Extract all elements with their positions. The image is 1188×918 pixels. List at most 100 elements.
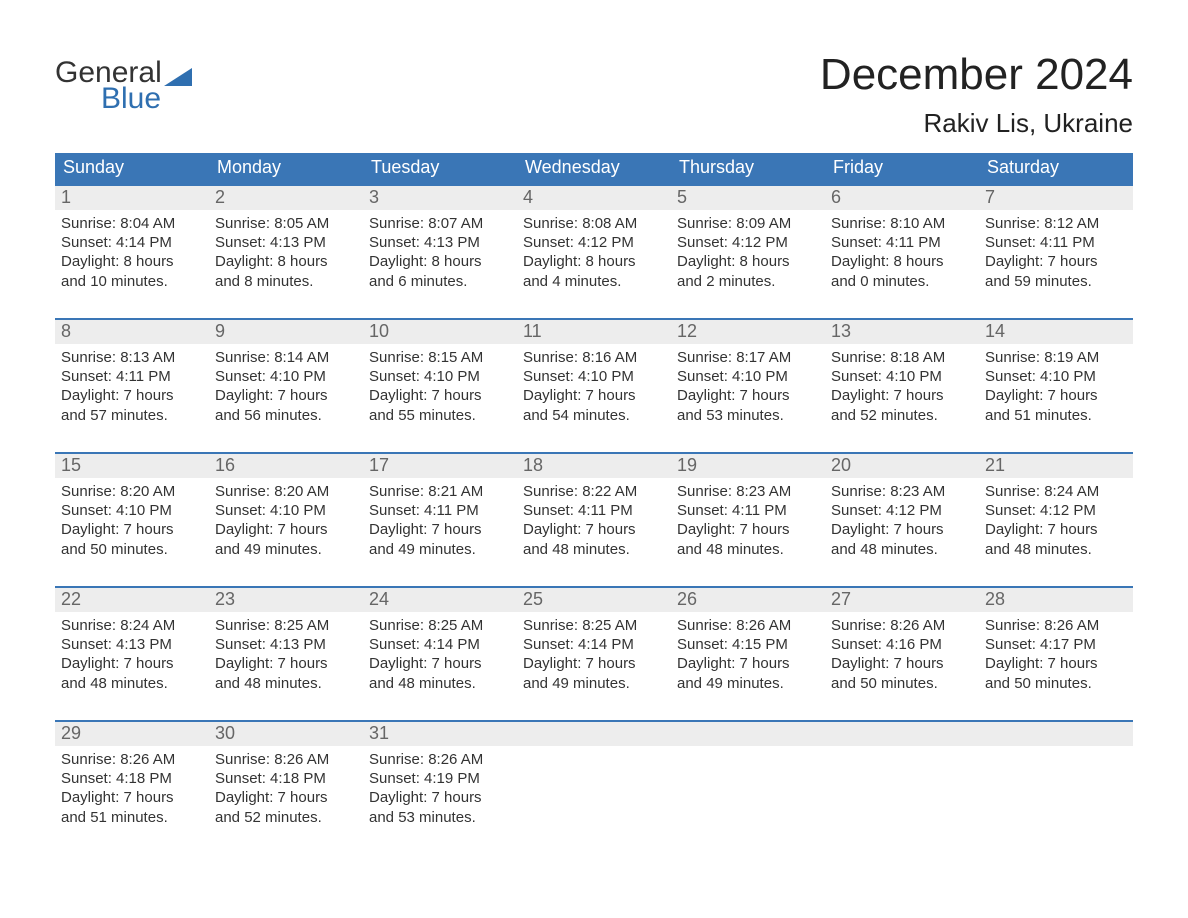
sunset-text: Sunset: 4:13 PM	[61, 635, 203, 654]
location-label: Rakiv Lis, Ukraine	[820, 108, 1133, 139]
daylight-line2: and 49 minutes.	[677, 674, 819, 693]
daylight-line2: and 48 minutes.	[215, 674, 357, 693]
day-cell: 22Sunrise: 8:24 AMSunset: 4:13 PMDayligh…	[55, 588, 209, 706]
daylight-line2: and 49 minutes.	[369, 540, 511, 559]
day-body: Sunrise: 8:25 AMSunset: 4:14 PMDaylight:…	[363, 612, 517, 699]
sunrise-text: Sunrise: 8:17 AM	[677, 348, 819, 367]
sunrise-text: Sunrise: 8:26 AM	[831, 616, 973, 635]
sunset-text: Sunset: 4:12 PM	[831, 501, 973, 520]
daylight-line2: and 56 minutes.	[215, 406, 357, 425]
daylight-line2: and 52 minutes.	[215, 808, 357, 827]
day-body: Sunrise: 8:12 AMSunset: 4:11 PMDaylight:…	[979, 210, 1133, 297]
daylight-line1: Daylight: 7 hours	[61, 788, 203, 807]
sunset-text: Sunset: 4:18 PM	[215, 769, 357, 788]
sunrise-text: Sunrise: 8:05 AM	[215, 214, 357, 233]
day-number: 12	[671, 320, 825, 344]
day-number: 7	[979, 186, 1133, 210]
week-row: 29Sunrise: 8:26 AMSunset: 4:18 PMDayligh…	[55, 720, 1133, 840]
day-body: Sunrise: 8:26 AMSunset: 4:15 PMDaylight:…	[671, 612, 825, 699]
day-cell: 26Sunrise: 8:26 AMSunset: 4:15 PMDayligh…	[671, 588, 825, 706]
daylight-line2: and 51 minutes.	[985, 406, 1127, 425]
day-cell: 18Sunrise: 8:22 AMSunset: 4:11 PMDayligh…	[517, 454, 671, 572]
day-cell: 20Sunrise: 8:23 AMSunset: 4:12 PMDayligh…	[825, 454, 979, 572]
empty-day-cell	[671, 722, 825, 840]
day-body: Sunrise: 8:04 AMSunset: 4:14 PMDaylight:…	[55, 210, 209, 297]
daylight-line2: and 6 minutes.	[369, 272, 511, 291]
daylight-line1: Daylight: 7 hours	[985, 654, 1127, 673]
week-row: 22Sunrise: 8:24 AMSunset: 4:13 PMDayligh…	[55, 586, 1133, 706]
calendar: Sunday Monday Tuesday Wednesday Thursday…	[55, 153, 1133, 840]
day-number: 17	[363, 454, 517, 478]
day-cell: 12Sunrise: 8:17 AMSunset: 4:10 PMDayligh…	[671, 320, 825, 438]
day-number: 28	[979, 588, 1133, 612]
day-body: Sunrise: 8:25 AMSunset: 4:14 PMDaylight:…	[517, 612, 671, 699]
sunrise-text: Sunrise: 8:21 AM	[369, 482, 511, 501]
daylight-line2: and 48 minutes.	[831, 540, 973, 559]
day-cell: 19Sunrise: 8:23 AMSunset: 4:11 PMDayligh…	[671, 454, 825, 572]
sunset-text: Sunset: 4:10 PM	[523, 367, 665, 386]
day-cell: 24Sunrise: 8:25 AMSunset: 4:14 PMDayligh…	[363, 588, 517, 706]
day-cell: 15Sunrise: 8:20 AMSunset: 4:10 PMDayligh…	[55, 454, 209, 572]
sunrise-text: Sunrise: 8:15 AM	[369, 348, 511, 367]
daylight-line2: and 0 minutes.	[831, 272, 973, 291]
day-number: 8	[55, 320, 209, 344]
sunrise-text: Sunrise: 8:16 AM	[523, 348, 665, 367]
title-block: December 2024 Rakiv Lis, Ukraine	[820, 50, 1133, 139]
empty-day-cell	[825, 722, 979, 840]
sunset-text: Sunset: 4:11 PM	[831, 233, 973, 252]
sunset-text: Sunset: 4:12 PM	[985, 501, 1127, 520]
sunset-text: Sunset: 4:14 PM	[523, 635, 665, 654]
day-body: Sunrise: 8:21 AMSunset: 4:11 PMDaylight:…	[363, 478, 517, 565]
daylight-line1: Daylight: 7 hours	[369, 788, 511, 807]
daylight-line1: Daylight: 7 hours	[369, 520, 511, 539]
logo-word2: Blue	[55, 84, 192, 114]
daylight-line1: Daylight: 7 hours	[215, 520, 357, 539]
daylight-line2: and 59 minutes.	[985, 272, 1127, 291]
sunset-text: Sunset: 4:10 PM	[215, 501, 357, 520]
daylight-line1: Daylight: 7 hours	[215, 654, 357, 673]
day-body: Sunrise: 8:26 AMSunset: 4:19 PMDaylight:…	[363, 746, 517, 833]
day-body: Sunrise: 8:20 AMSunset: 4:10 PMDaylight:…	[209, 478, 363, 565]
daylight-line2: and 50 minutes.	[831, 674, 973, 693]
sunrise-text: Sunrise: 8:12 AM	[985, 214, 1127, 233]
day-cell: 9Sunrise: 8:14 AMSunset: 4:10 PMDaylight…	[209, 320, 363, 438]
sunset-text: Sunset: 4:13 PM	[369, 233, 511, 252]
daylight-line1: Daylight: 8 hours	[215, 252, 357, 271]
day-number: 31	[363, 722, 517, 746]
day-number: 14	[979, 320, 1133, 344]
day-body: Sunrise: 8:16 AMSunset: 4:10 PMDaylight:…	[517, 344, 671, 431]
day-number: 20	[825, 454, 979, 478]
day-body: Sunrise: 8:14 AMSunset: 4:10 PMDaylight:…	[209, 344, 363, 431]
daylight-line2: and 48 minutes.	[677, 540, 819, 559]
daylight-line1: Daylight: 8 hours	[831, 252, 973, 271]
daylight-line1: Daylight: 7 hours	[985, 252, 1127, 271]
day-number: 19	[671, 454, 825, 478]
sunrise-text: Sunrise: 8:26 AM	[61, 750, 203, 769]
day-number: 21	[979, 454, 1133, 478]
day-cell: 6Sunrise: 8:10 AMSunset: 4:11 PMDaylight…	[825, 186, 979, 304]
day-cell: 4Sunrise: 8:08 AMSunset: 4:12 PMDaylight…	[517, 186, 671, 304]
sunset-text: Sunset: 4:11 PM	[677, 501, 819, 520]
day-number-empty	[671, 722, 825, 746]
sunrise-text: Sunrise: 8:23 AM	[677, 482, 819, 501]
daylight-line2: and 4 minutes.	[523, 272, 665, 291]
sunset-text: Sunset: 4:13 PM	[215, 233, 357, 252]
daylight-line2: and 54 minutes.	[523, 406, 665, 425]
day-cell: 28Sunrise: 8:26 AMSunset: 4:17 PMDayligh…	[979, 588, 1133, 706]
sunset-text: Sunset: 4:11 PM	[369, 501, 511, 520]
day-cell: 23Sunrise: 8:25 AMSunset: 4:13 PMDayligh…	[209, 588, 363, 706]
daylight-line2: and 50 minutes.	[61, 540, 203, 559]
daylight-line1: Daylight: 7 hours	[215, 788, 357, 807]
day-number: 13	[825, 320, 979, 344]
day-body: Sunrise: 8:09 AMSunset: 4:12 PMDaylight:…	[671, 210, 825, 297]
day-number-empty	[979, 722, 1133, 746]
day-cell: 3Sunrise: 8:07 AMSunset: 4:13 PMDaylight…	[363, 186, 517, 304]
sunset-text: Sunset: 4:12 PM	[523, 233, 665, 252]
sunset-text: Sunset: 4:11 PM	[985, 233, 1127, 252]
week-row: 15Sunrise: 8:20 AMSunset: 4:10 PMDayligh…	[55, 452, 1133, 572]
sunrise-text: Sunrise: 8:13 AM	[61, 348, 203, 367]
day-cell: 30Sunrise: 8:26 AMSunset: 4:18 PMDayligh…	[209, 722, 363, 840]
day-body: Sunrise: 8:24 AMSunset: 4:12 PMDaylight:…	[979, 478, 1133, 565]
weekday-tuesday: Tuesday	[363, 153, 517, 184]
day-number: 10	[363, 320, 517, 344]
